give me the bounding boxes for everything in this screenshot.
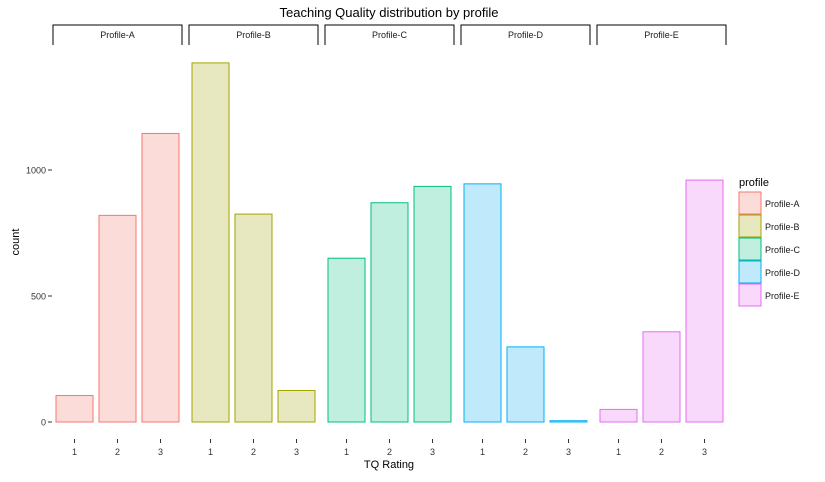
bar: [413, 185, 452, 423]
y-axis-label: count: [10, 229, 22, 256]
bar: [234, 213, 273, 423]
legend-label: Profile-A: [765, 199, 800, 209]
facet-panel-profile-a: Profile-A 1 2 3: [52, 24, 183, 457]
facet-strip: [596, 24, 727, 45]
x-tick-label: 2: [387, 447, 392, 457]
x-tick-label: 3: [566, 447, 571, 457]
legend: Profile-A Profile-B Profile-C Profile-D Prof…: [738, 191, 801, 307]
x-tick-label: 1: [344, 447, 349, 457]
legend-title: profile: [739, 177, 769, 189]
legend-item-profile-e: Profile-E: [738, 283, 800, 307]
legend-key: [738, 191, 762, 215]
bar: [599, 408, 638, 423]
x-tick-label: 2: [659, 447, 664, 457]
facet-strip-label: Profile-E: [644, 30, 679, 40]
y-tick-label: 1000: [26, 166, 46, 176]
legend-label: Profile-B: [765, 222, 800, 232]
bar: [277, 390, 316, 423]
legend-item-profile-c: Profile-C: [738, 237, 801, 261]
y-tick-label: 0: [41, 418, 46, 428]
facet-strip-label: Profile-A: [100, 30, 135, 40]
bar: [685, 179, 724, 423]
bar: [55, 395, 94, 423]
facet-strip: [188, 24, 319, 45]
facet-strip: [460, 24, 591, 45]
y-tick-label: 500: [31, 292, 46, 302]
facet-panel-profile-d: Profile-D 1 2 3: [460, 24, 591, 457]
legend-item-profile-a: Profile-A: [738, 191, 800, 215]
bar: [327, 257, 366, 423]
legend-label: Profile-C: [765, 245, 801, 255]
x-tick-label: 3: [702, 447, 707, 457]
facet-strip: [52, 24, 183, 45]
legend-item-profile-d: Profile-D: [738, 260, 801, 284]
bar: [506, 346, 545, 423]
facet-panel-profile-c: Profile-C 1 2 3: [324, 24, 455, 457]
x-tick-label: 1: [208, 447, 213, 457]
legend-key: [738, 237, 762, 261]
bar: [642, 331, 681, 423]
x-tick-label: 2: [115, 447, 120, 457]
legend-key: [738, 214, 762, 238]
x-tick-label: 1: [616, 447, 621, 457]
legend-label: Profile-E: [765, 291, 800, 301]
bar: [370, 202, 409, 423]
x-tick-label: 2: [251, 447, 256, 457]
bar: [191, 62, 230, 423]
x-tick-label: 1: [72, 447, 77, 457]
chart-title: Teaching Quality distribution by profile: [280, 5, 499, 20]
x-tick-label: 3: [430, 447, 435, 457]
x-tick-label: 2: [523, 447, 528, 457]
legend-item-profile-b: Profile-B: [738, 214, 800, 238]
facet-strip-label: Profile-D: [508, 30, 544, 40]
facet-strip-label: Profile-B: [236, 30, 271, 40]
bar: [141, 132, 180, 423]
facet-panel-profile-e: Profile-E 1 2 3: [596, 24, 727, 457]
y-axis: 0 500 1000: [26, 166, 52, 428]
facet-strip: [324, 24, 455, 45]
bar: [463, 183, 502, 423]
x-tick-label: 3: [294, 447, 299, 457]
facet-strip-label: Profile-C: [372, 30, 408, 40]
bar: [98, 214, 137, 423]
legend-key: [738, 260, 762, 284]
bar: [549, 420, 588, 423]
x-tick-label: 3: [158, 447, 163, 457]
legend-label: Profile-D: [765, 268, 801, 278]
x-tick-label: 1: [480, 447, 485, 457]
x-axis-label: TQ Rating: [364, 459, 414, 471]
legend-key: [738, 283, 762, 307]
facet-panel-profile-b: Profile-B 1 2 3: [188, 24, 319, 457]
